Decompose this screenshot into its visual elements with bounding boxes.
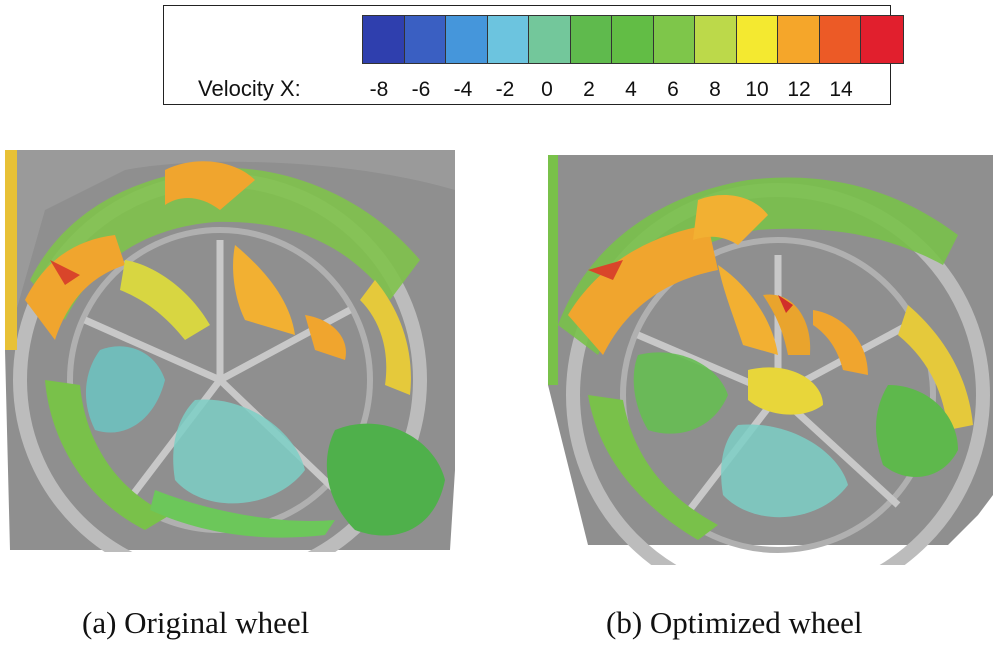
colorbar-tick-label: 0 xyxy=(541,78,553,101)
legend-label: Velocity X: xyxy=(198,76,301,101)
colorbar-swatch xyxy=(446,16,488,63)
colorbar-swatch xyxy=(570,16,612,63)
colorbar-swatch xyxy=(736,16,778,63)
colorbar-tick-label: 2 xyxy=(583,78,595,101)
colorbar-swatch xyxy=(487,16,529,63)
colorbar-swatch xyxy=(778,16,820,63)
colorbar-tick-label: 12 xyxy=(787,78,811,101)
colorbar-tick-label: -6 xyxy=(411,78,431,101)
colorbar-tick-label: 8 xyxy=(709,78,721,101)
colorbar-swatch xyxy=(612,16,654,63)
colorbar-tick-label: 14 xyxy=(829,78,853,101)
color-legend: Velocity X: -8 -6 -4 -2 0 2 4 6 8 10 12 14 xyxy=(163,5,904,105)
caption-optimized-wheel: (b) Optimized wheel xyxy=(606,605,863,640)
colorbar-swatch xyxy=(695,16,737,63)
optimized-wheel-image xyxy=(548,155,993,565)
colorbar-tick-label: 10 xyxy=(745,78,769,101)
colorbar-tick-label: 6 xyxy=(667,78,679,101)
colorbar-swatch xyxy=(404,16,446,63)
colorbar-swatch xyxy=(819,16,861,63)
colorbar-swatch xyxy=(653,16,695,63)
colorbar-tick-label: 4 xyxy=(625,78,637,101)
colorbar-tick-label: -4 xyxy=(453,78,473,101)
colorbar-tick-label: -8 xyxy=(369,78,389,101)
caption-original-wheel: (a) Original wheel xyxy=(82,605,310,640)
colorbar-ticks: -8 -6 -4 -2 0 2 4 6 8 10 12 14 xyxy=(359,78,869,102)
colorbar-swatch xyxy=(529,16,571,63)
colorbar xyxy=(362,15,904,64)
colorbar-swatch xyxy=(861,16,903,63)
colorbar-swatch xyxy=(363,16,405,63)
colorbar-tick-label: -2 xyxy=(495,78,515,101)
original-wheel-image xyxy=(5,150,455,552)
